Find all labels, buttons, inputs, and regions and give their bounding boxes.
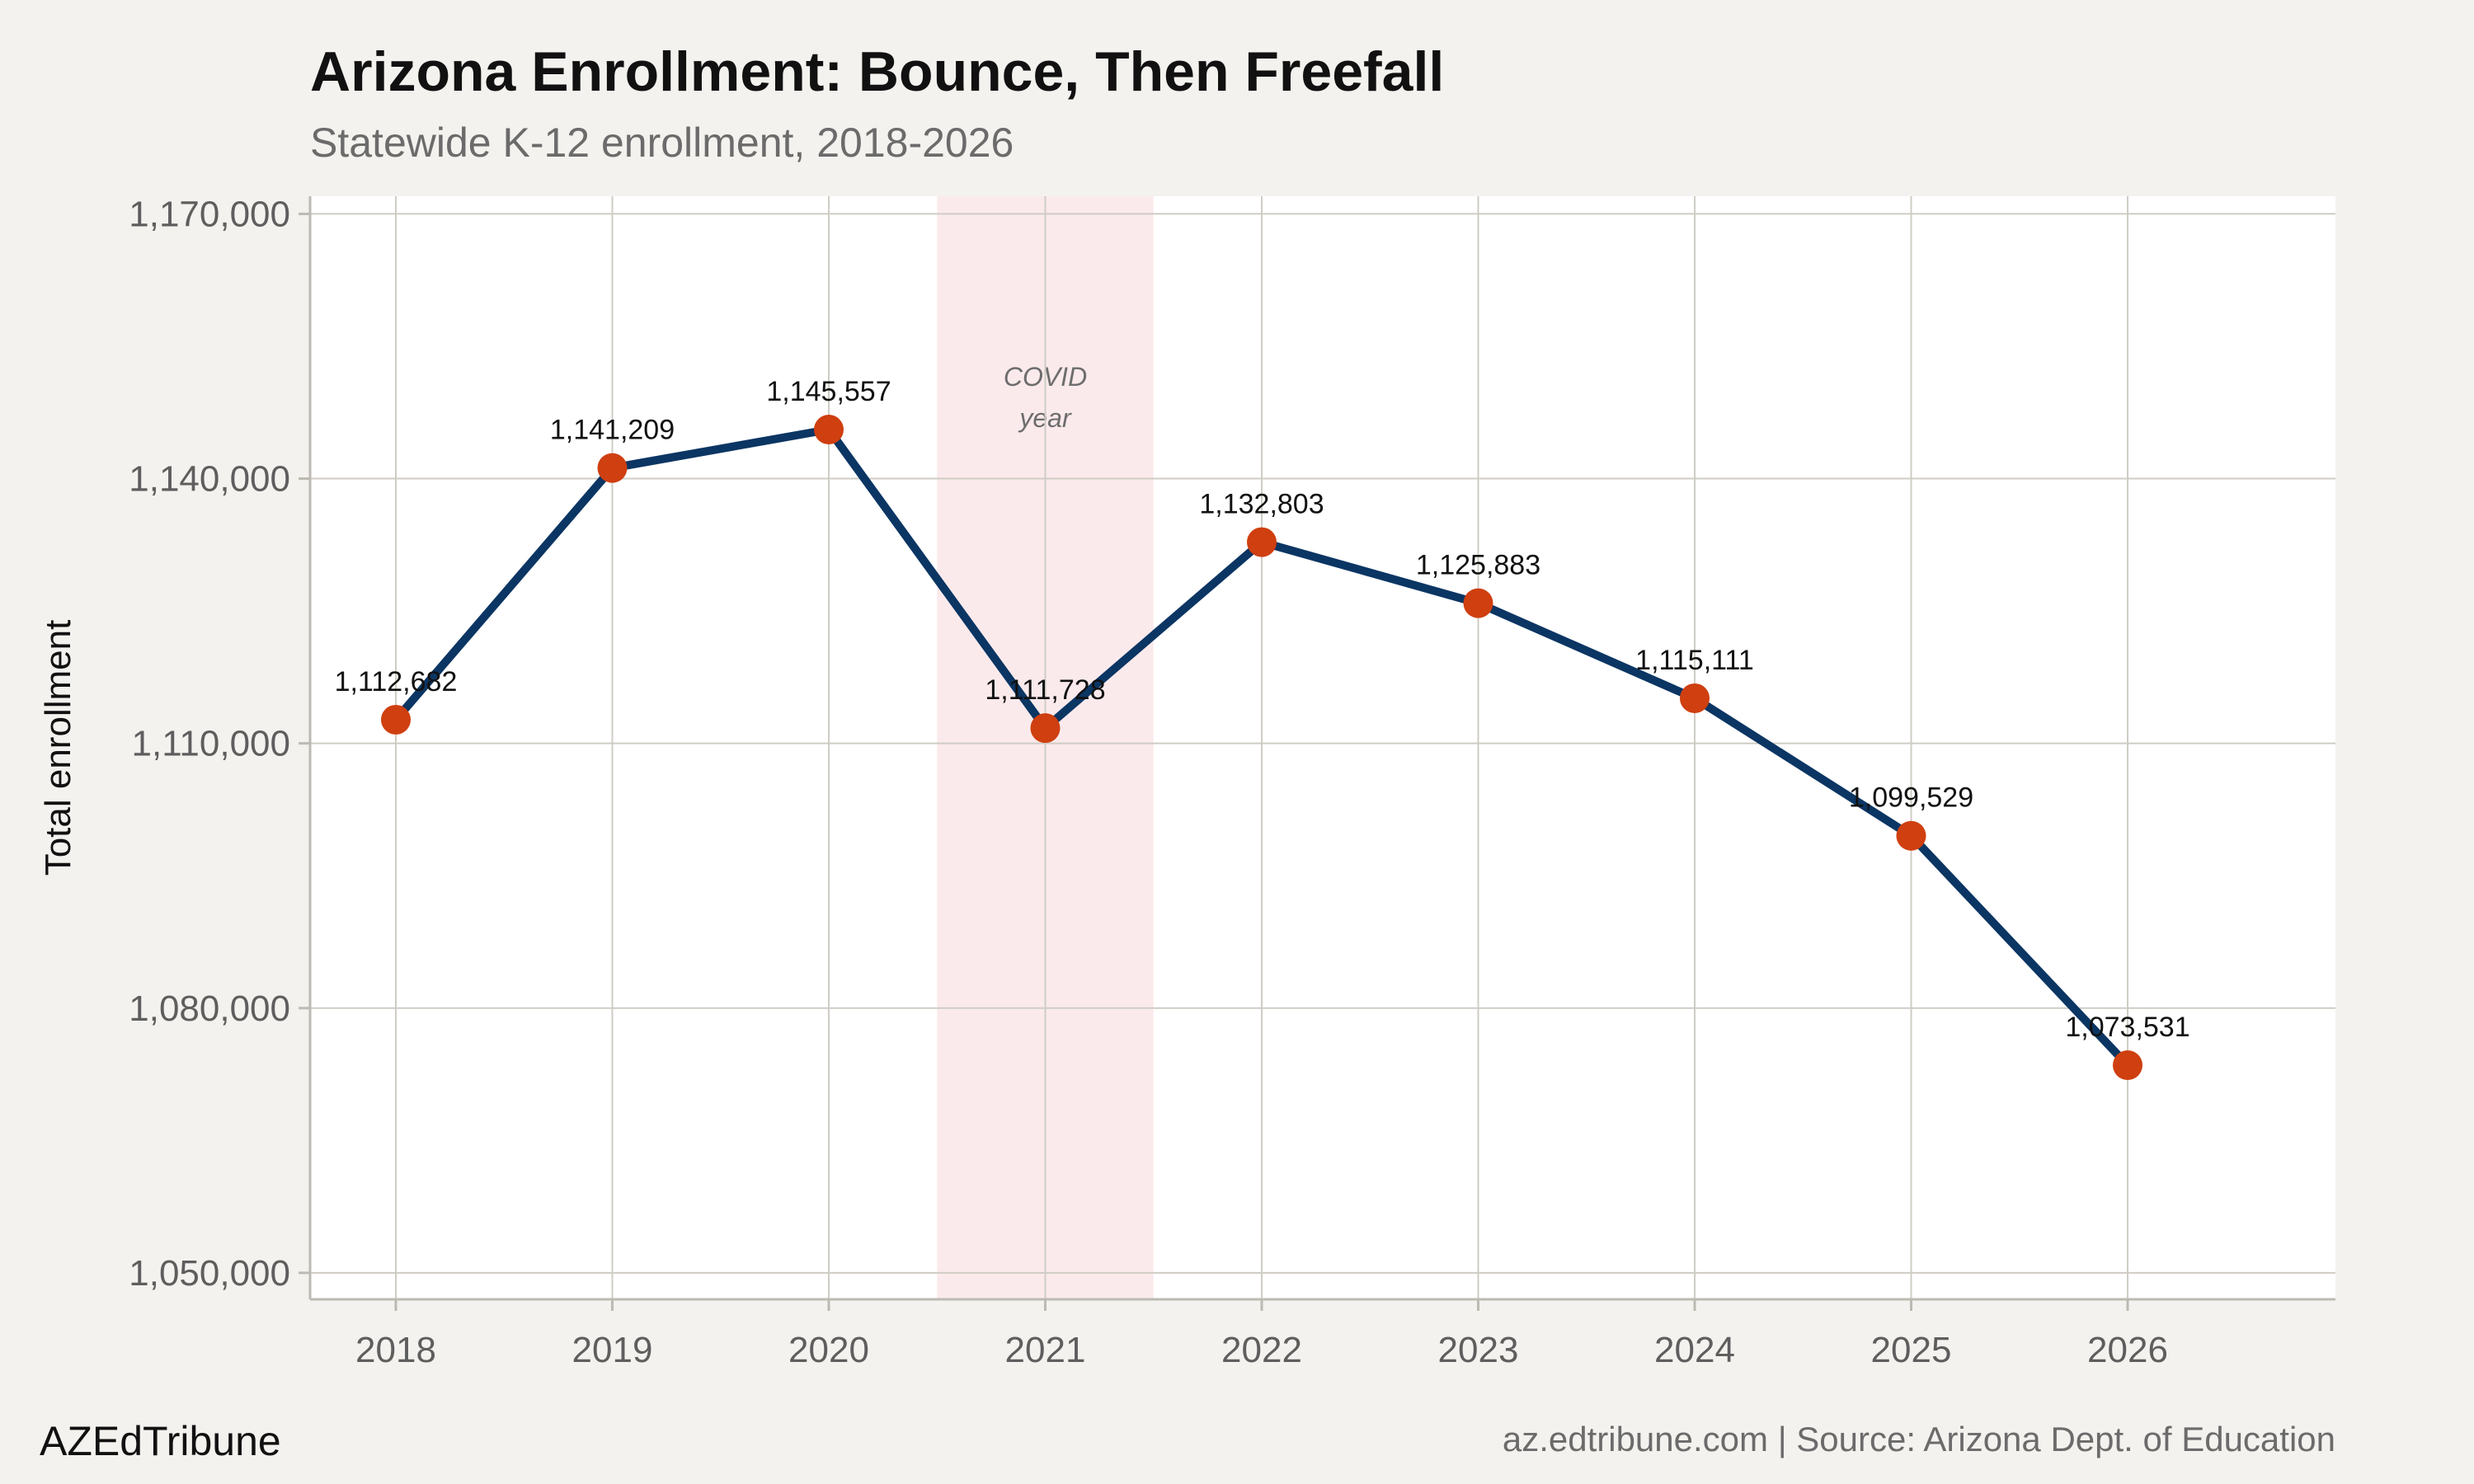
data-points [381, 415, 2142, 1081]
data-label: 1,141,209 [550, 415, 675, 446]
data-point [1463, 588, 1493, 618]
x-tick-label: 2025 [1871, 1330, 1952, 1370]
data-label: 1,115,111 [1635, 645, 1754, 676]
data-point [2113, 1050, 2142, 1081]
y-tick-labels: 1,050,000 1,080,000 1,110,000 1,140,000 1,17… [129, 194, 310, 1294]
source-credit: az.edtribune.com | Source: Arizona Dept.… [1503, 1420, 2335, 1458]
data-point [1896, 820, 1926, 851]
x-tick-label: 2022 [1221, 1330, 1302, 1370]
data-point [597, 453, 628, 483]
y-tick-label: 1,110,000 [132, 724, 290, 764]
data-point [381, 704, 411, 735]
y-tick-label: 1,140,000 [129, 459, 290, 500]
gridlines [310, 196, 2335, 1299]
y-tick-label: 1,080,000 [129, 989, 290, 1029]
x-tick-label: 2024 [1654, 1330, 1735, 1370]
x-tick-label: 2021 [1005, 1330, 1086, 1370]
data-label: 1,111,728 [985, 674, 1105, 706]
data-point [814, 415, 844, 445]
plot-panel [310, 196, 2335, 1299]
x-tick-label: 2019 [572, 1330, 653, 1370]
data-label: 1,145,557 [766, 376, 891, 407]
brand-logo-text: AZEdTribune [40, 1418, 281, 1464]
y-tick-label: 1,050,000 [129, 1253, 290, 1294]
data-label: 1,112,682 [335, 666, 458, 697]
x-tick-labels: 2018 2019 2020 2021 2022 2023 2024 2025 2026 [355, 1299, 2168, 1370]
data-label: 1,132,803 [1199, 489, 1324, 520]
data-label: 1,099,529 [1849, 782, 1973, 814]
data-point [1247, 527, 1277, 557]
data-labels: 1,112,682 1,141,209 1,145,557 1,111,728 1,13… [335, 376, 2190, 1043]
x-tick-label: 2026 [2087, 1330, 2168, 1370]
x-tick-label: 2018 [355, 1330, 436, 1370]
data-point [1680, 683, 1710, 713]
data-label: 1,125,883 [1416, 550, 1540, 581]
y-tick-label: 1,170,000 [129, 194, 290, 234]
data-label: 1,073,531 [2065, 1012, 2189, 1043]
chart-title: Arizona Enrollment: Bounce, Then Freefal… [310, 40, 1444, 103]
x-tick-label: 2020 [788, 1330, 869, 1370]
x-tick-label: 2023 [1438, 1330, 1519, 1370]
chart-subtitle: Statewide K-12 enrollment, 2018-2026 [310, 120, 1014, 166]
data-point [1030, 713, 1061, 744]
y-axis-label: Total enrollment [38, 620, 78, 876]
